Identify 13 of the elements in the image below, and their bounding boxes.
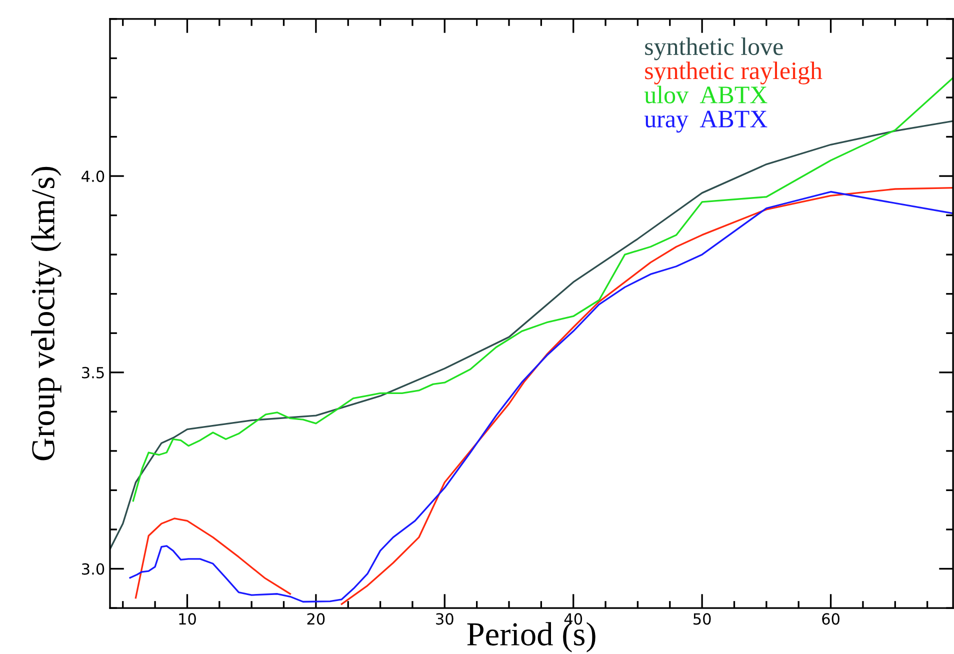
x-tick-label: 10 bbox=[179, 613, 196, 625]
y-tick-label: 4.0 bbox=[82, 170, 104, 182]
text: synthetic rayleigh bbox=[645, 62, 822, 84]
y-tick-label: 3.5 bbox=[82, 366, 104, 378]
x-tick-label: 60 bbox=[822, 613, 840, 625]
text: uray ABTX bbox=[644, 110, 768, 133]
x-tick-label: 20 bbox=[307, 613, 325, 625]
x-tick-label: 50 bbox=[694, 613, 711, 625]
y-tick-label: 3.0 bbox=[82, 563, 104, 575]
y-axis-title: Group velocity (km/s) bbox=[31, 166, 62, 460]
text: ulov ABTX bbox=[644, 86, 768, 104]
text: synthetic love bbox=[645, 38, 783, 60]
x-tick-label: 30 bbox=[436, 613, 454, 625]
